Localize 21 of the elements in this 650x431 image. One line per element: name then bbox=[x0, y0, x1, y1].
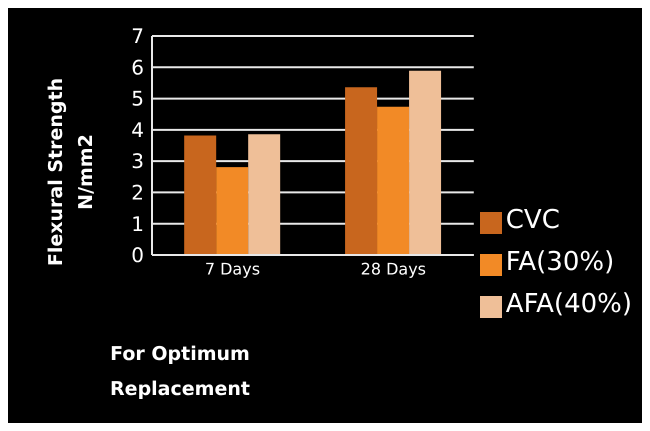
y-tick-label: 7 bbox=[131, 24, 144, 48]
legend-label: AFA(40%) bbox=[506, 288, 632, 318]
bar bbox=[345, 87, 378, 255]
y-tick-label: 2 bbox=[131, 180, 144, 205]
y-tick-label: 6 bbox=[131, 55, 144, 80]
x-tick-label: 28 Days bbox=[360, 259, 426, 278]
y-tick-label: 4 bbox=[131, 118, 144, 142]
y-axis-title: Flexural Strength N/mm2 bbox=[45, 78, 97, 266]
y-tick-label: 5 bbox=[131, 86, 144, 111]
x-axis-title: For Optimum Replacement bbox=[110, 343, 250, 400]
y-tick-label: 1 bbox=[131, 212, 144, 236]
bar bbox=[377, 106, 410, 255]
bar bbox=[409, 70, 442, 255]
legend-label: FA(30%) bbox=[506, 246, 614, 276]
x-tick-label: 7 Days bbox=[204, 259, 260, 278]
bar bbox=[216, 167, 248, 255]
bar bbox=[248, 134, 280, 255]
y-tick-label: 3 bbox=[131, 149, 144, 174]
y-tick-label: 0 bbox=[131, 243, 144, 268]
bar bbox=[184, 135, 216, 255]
legend-label: CVC bbox=[506, 204, 560, 234]
